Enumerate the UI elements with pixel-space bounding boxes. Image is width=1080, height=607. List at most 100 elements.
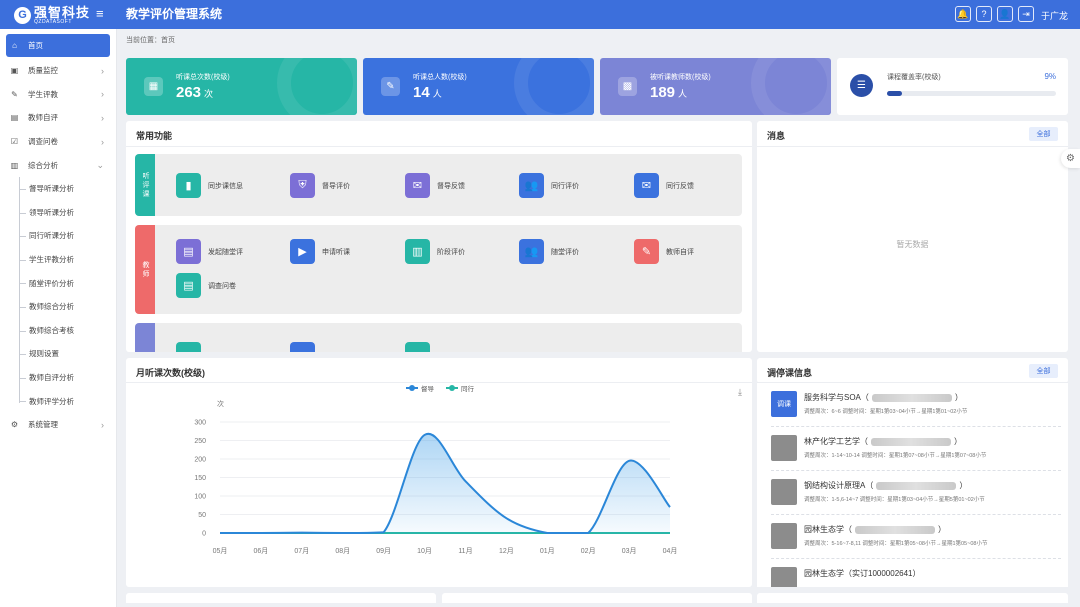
menu-toggle-icon[interactable]: ≡ [96, 6, 104, 21]
sidebar-item-3[interactable]: ▤ 教师自评 › [0, 106, 116, 130]
sidebar-item-2[interactable]: ✎ 学生评教 › [0, 83, 116, 107]
app-title: 教学评价管理系统 [126, 7, 223, 21]
chart-legend: 督导 同行 [406, 383, 474, 393]
function-item[interactable]: 👥 随堂评价 [519, 239, 579, 264]
sidebar-subitem[interactable]: 教师评学分析 [0, 389, 116, 413]
function-icon[interactable] [405, 342, 430, 352]
sidebar-subitem[interactable]: 学生评教分析 [0, 248, 116, 272]
redacted-text [876, 481, 957, 490]
course-close: ） [938, 525, 946, 534]
logout-icon[interactable]: ⇥ [1018, 6, 1034, 22]
brand-logo[interactable]: G 强智科技 QZDATASOFT [14, 5, 90, 25]
function-label: 阶段评价 [437, 248, 465, 256]
sidebar-subitem[interactable]: 领导听课分析 [0, 201, 116, 225]
stat-unit: 次 [204, 89, 214, 99]
legend-label: 同行 [461, 386, 474, 393]
panel-title: 常用功能 [136, 131, 173, 141]
sidebar-subitem[interactable]: 教师综合考核 [0, 319, 116, 343]
function-icon: 👥 [519, 239, 544, 264]
panel-title: 调停课信息 [767, 368, 813, 378]
function-item[interactable]: ▤ 调查问卷 [176, 273, 236, 298]
function-item[interactable]: 👥 同行评价 [519, 173, 579, 198]
stat-icon: ▦ [144, 77, 163, 96]
coverage-progress [887, 91, 1056, 96]
nav-icon: ☑ [10, 137, 19, 147]
course-detail: 调整周次：5-16~7-8,11 调整时间：星期1第05~08小节→星期1第05… [804, 541, 988, 547]
redacted-text [871, 437, 951, 446]
course-name: 园林生态学（实订1000002641） [804, 568, 921, 579]
coverage-label: 课程覆盖率(校级) [887, 74, 941, 81]
function-item[interactable]: ✉ 同行反馈 [634, 173, 694, 198]
function-icon[interactable] [176, 342, 201, 352]
function-label: 同行评价 [551, 182, 579, 190]
sidebar-subitem[interactable]: 教师自评分析 [0, 366, 116, 390]
sidebar-subitem[interactable]: 教师综合分析 [0, 295, 116, 319]
top-header: G 强智科技 QZDATASOFT ≡ 教学评价管理系统 🔔? 👤 ⇥ 于广龙 [0, 0, 1080, 29]
function-item[interactable]: ⛨ 督导评价 [290, 173, 350, 198]
timetable-item[interactable]: 园林生态学（实订1000002641） [771, 559, 1061, 587]
function-item[interactable]: ✉ 督导反馈 [405, 173, 465, 198]
stat-value: 189 [650, 84, 676, 101]
function-item[interactable]: ▥ 阶段评价 [405, 239, 465, 264]
category-tab: 教师 [135, 225, 155, 314]
function-label: 同行反馈 [666, 182, 694, 190]
function-label: 同步课信息 [208, 182, 243, 190]
sidebar-item-1[interactable]: ▣ 质量监控 › [0, 59, 116, 83]
user-name[interactable]: 于广龙 [1040, 11, 1068, 21]
timetable-list: 调课 服务科学与SOA（ ） 调整周次：6~6 调整时间：星期1第03~04小节→星期… [757, 383, 1068, 587]
function-label: 督导评价 [322, 182, 350, 190]
settings-gear-icon[interactable]: ⚙ [1061, 149, 1080, 168]
timetable-item[interactable]: 钢结构设计原理A（ ） 调整周次：1-5,6-14~7 调整时间：星期1第03~04… [771, 471, 1061, 515]
course-name: 林产化学工艺学（ ） [804, 436, 962, 447]
course-detail: 调整周次：6~6 调整时间：星期1第03~04小节→星期1第01~02小节 [804, 409, 968, 415]
stat-card: ▦ 听课总次数(校级) 263 次 [126, 58, 357, 115]
stat-label: 听课总人数(校级) [413, 74, 467, 81]
timetable-panel: 调停课信息 全部 [757, 358, 1068, 383]
function-item[interactable]: ▤ 发起随堂评 [176, 239, 243, 264]
timetable-item[interactable]: 林产化学工艺学（ ） 调整周次：1-14~10-14 调整时间：星期1第07~08小… [771, 427, 1061, 471]
stat-value: 14 [413, 84, 430, 101]
sidebar-item-4[interactable]: ☑ 调查问卷 › [0, 130, 116, 154]
sidebar-item-label: 首页 [28, 41, 43, 50]
stat-label: 被听课教师数(校级) [650, 74, 711, 81]
messages-all-button[interactable]: 全部 [1029, 127, 1058, 141]
chevron-icon: › [101, 136, 104, 147]
sidebar-item-system[interactable]: ⚙ 系统管理 › [0, 413, 116, 437]
sidebar-subitem[interactable]: 规则设置 [0, 342, 116, 366]
function-item[interactable]: ✎ 教师自评 [634, 239, 694, 264]
download-icon[interactable]: ⤓ [738, 387, 742, 397]
bell-icon[interactable]: 🔔 [955, 6, 971, 22]
function-icon: ▶ [290, 239, 315, 264]
sidebar-subitem[interactable]: 督导听课分析 [0, 177, 116, 201]
timetable-item[interactable]: 调课 服务科学与SOA（ ） 调整周次：6~6 调整时间：星期1第03~04小节→星期… [771, 383, 1061, 427]
chevron-icon: › [101, 65, 104, 76]
timetable-item[interactable]: 园林生态学（ ） 调整周次：5-16~7-8,11 调整时间：星期1第05~08小节… [771, 515, 1061, 559]
stat-card: ✎ 听课总人数(校级) 14 人 [363, 58, 594, 115]
function-item[interactable]: ▮ 同步课信息 [176, 173, 243, 198]
function-icon[interactable] [290, 342, 315, 352]
sidebar-item-label: 质量监控 [28, 66, 58, 76]
function-icon: ▥ [405, 239, 430, 264]
stat-value-wrap: 189 人 [650, 84, 687, 101]
course-title: 园林生态学（ [804, 525, 852, 534]
function-item[interactable]: ▶ 申请听课 [290, 239, 350, 264]
help-icon[interactable]: ? [976, 6, 992, 22]
function-icon: 👥 [519, 173, 544, 198]
user-icon[interactable]: 👤 [997, 6, 1013, 22]
legend-item[interactable]: 督导 [406, 383, 434, 393]
gear-icon: ⚙ [10, 420, 19, 430]
course-close: ） [959, 481, 968, 490]
legend-item[interactable]: 同行 [446, 383, 474, 393]
stat-card: ▩ 被听课教师数(校级) 189 人 [600, 58, 831, 115]
stat-unit: 人 [432, 89, 442, 99]
logo-mark: G [14, 6, 31, 24]
decorative-ring [751, 58, 831, 115]
sidebar-subitem[interactable]: 同行听课分析 [0, 224, 116, 248]
sidebar-item-5[interactable]: ▥ 综合分析 ⌄ [0, 153, 116, 177]
sidebar-subitem[interactable]: 随堂评价分析 [0, 271, 116, 295]
sidebar-item-0[interactable]: ⌂ 首页 [6, 34, 110, 57]
course-thumbnail [771, 567, 797, 587]
function-icon: ▤ [176, 239, 201, 264]
timetable-all-button[interactable]: 全部 [1029, 364, 1058, 378]
function-label: 发起随堂评 [208, 248, 243, 256]
